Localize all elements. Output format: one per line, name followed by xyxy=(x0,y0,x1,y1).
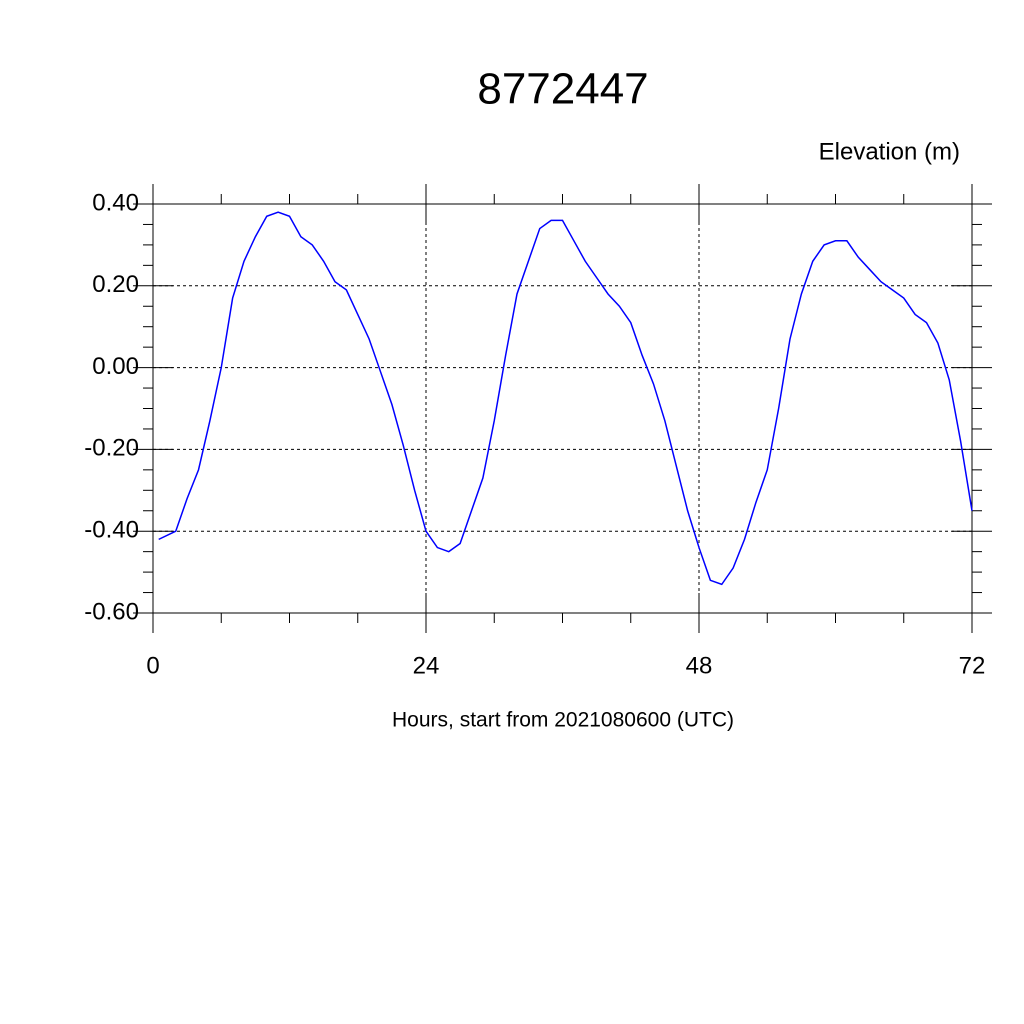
y-tick-label: 0.00 xyxy=(92,353,139,380)
y-tick-label: -0.40 xyxy=(84,517,139,544)
y-axis-label: Elevation (m) xyxy=(819,138,960,165)
y-tick-label: 0.20 xyxy=(92,271,139,298)
y-tick-label: -0.20 xyxy=(84,435,139,462)
x-tick-label: 24 xyxy=(413,652,440,679)
y-tick-label: -0.60 xyxy=(84,598,139,625)
y-tick-label: 0.40 xyxy=(92,189,139,216)
x-tick-label: 48 xyxy=(686,652,713,679)
x-tick-label: 72 xyxy=(959,652,986,679)
x-tick-label: 0 xyxy=(146,652,159,679)
line-series xyxy=(158,211,973,586)
chart-title: 8772447 xyxy=(477,65,648,114)
x-axis-label: Hours, start from 2021080600 (UTC) xyxy=(392,709,734,732)
plot-frame xyxy=(152,203,973,614)
